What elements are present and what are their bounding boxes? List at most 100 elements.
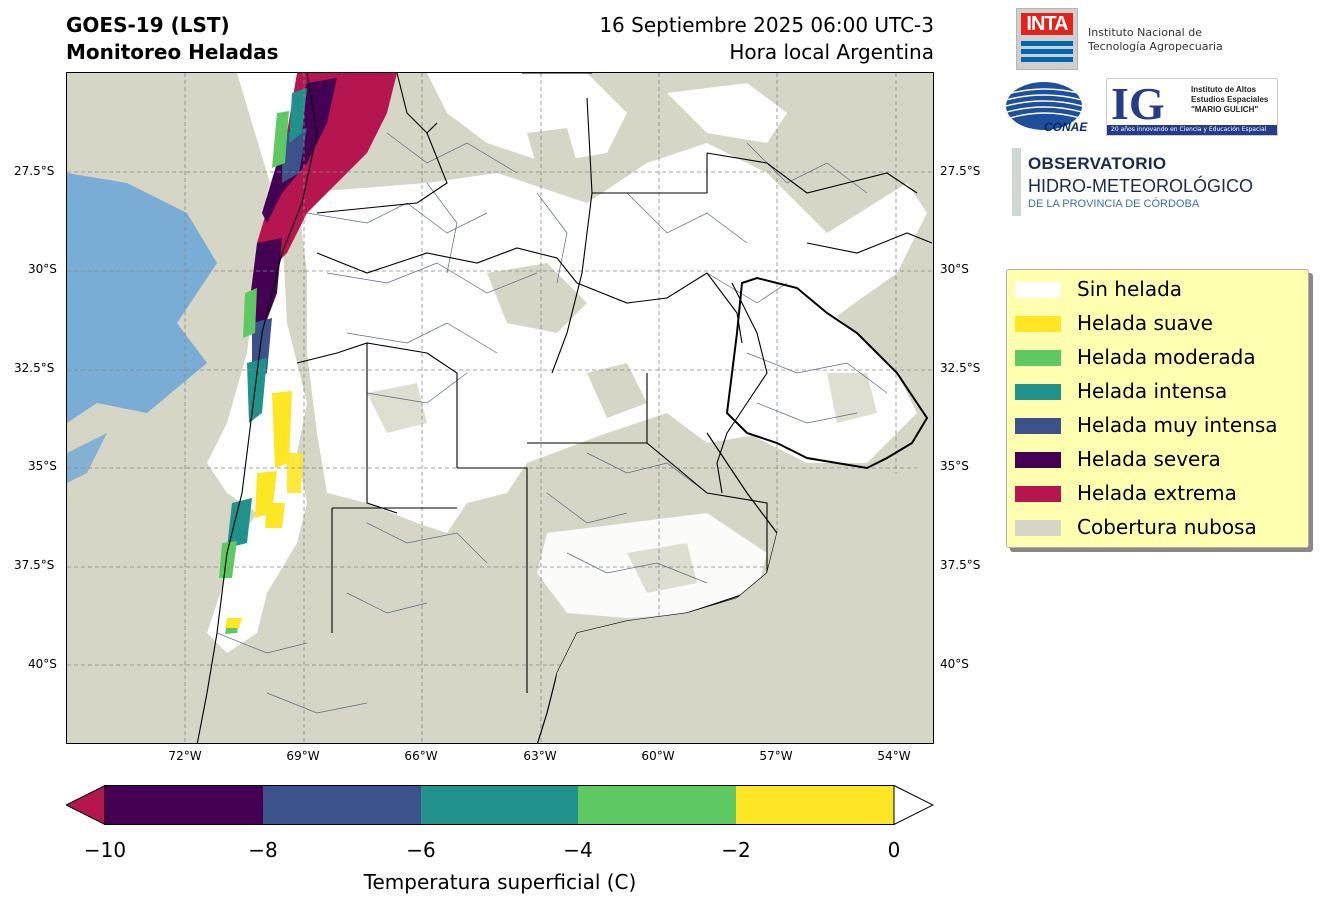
map-legend: Sin helada Helada suave Helada moderada …	[1006, 269, 1309, 548]
frost-mild-4	[265, 503, 285, 528]
colorbar-label: Temperatura superficial (C)	[363, 870, 637, 894]
title-left: GOES-19 (LST) Monitoreo Heladas	[66, 12, 279, 66]
lat-label-right-3: 35°S	[940, 459, 969, 473]
legend-item: Helada extrema	[1015, 480, 1305, 506]
colorbar-over-arrow	[893, 785, 934, 825]
colorbar-tick: −2	[721, 838, 751, 862]
lat-label-right-4: 37.5°S	[940, 558, 981, 572]
colorbar-tick: 0	[887, 838, 901, 862]
ig-logo-text: Instituto de Altos Estudios Espaciales "…	[1191, 85, 1268, 115]
conae-label: CONAE	[1044, 120, 1088, 134]
lon-label-1: 69°W	[286, 749, 320, 763]
lon-label-5: 57°W	[759, 749, 793, 763]
cloud-patch-2	[587, 363, 647, 418]
legend-item: Cobertura nubosa	[1015, 514, 1305, 540]
legend-label: Helada suave	[1077, 311, 1213, 335]
legend-label: Helada moderada	[1077, 345, 1256, 369]
title-right: 16 Septiembre 2025 06:00 UTC-3 Hora loca…	[599, 12, 934, 66]
lat-label-right-5: 40°S	[940, 657, 969, 671]
legend-label: Cobertura nubosa	[1077, 515, 1257, 539]
ig-text-line-2: Estudios Espaciales	[1191, 95, 1269, 104]
legend-swatch	[1015, 316, 1061, 332]
observatorio-bar	[1012, 148, 1021, 216]
lon-label-2: 66°W	[404, 749, 438, 763]
inta-caption: Instituto Nacional de Tecnología Agropec…	[1088, 26, 1223, 54]
inta-stripe-2	[1021, 49, 1073, 54]
lon-label-4: 60°W	[641, 749, 675, 763]
colorbar-tick: −4	[563, 838, 593, 862]
frost-mild-5	[225, 618, 242, 628]
province-borders	[196, 73, 933, 743]
observatorio-province: DE LA PROVINCIA DE CÓRDOBA	[1028, 198, 1200, 210]
clear-central	[297, 143, 927, 533]
ig-logo-bar: 20 años innovando en Ciencia y Educación…	[1107, 125, 1277, 135]
pacific-water-2	[67, 433, 107, 483]
colorbar-segment	[736, 785, 894, 825]
legend-label: Helada severa	[1077, 447, 1221, 471]
clear-northeast	[667, 83, 787, 143]
cloud-patch-1	[487, 263, 587, 333]
legend-swatch	[1015, 486, 1061, 502]
map-panel	[66, 72, 934, 744]
legend-item: Helada moderada	[1015, 344, 1305, 370]
inta-stripe-3	[1021, 57, 1073, 62]
legend-swatch	[1015, 384, 1061, 400]
lat-label-left-2: 32.5°S	[14, 361, 55, 375]
uruguay-border	[725, 276, 929, 470]
legend-label: Helada muy intensa	[1077, 413, 1278, 437]
observatorio-subtitle: HIDRO-METEOROLÓGICO	[1028, 176, 1254, 196]
inta-caption-line-2: Tecnología Agropecuaria	[1088, 40, 1223, 53]
cloud-patch-5	[827, 373, 877, 423]
colorbar-tick: −8	[248, 838, 278, 862]
ig-text-line-3: "MARIO GULICH"	[1191, 105, 1259, 114]
legend-item: Sin helada	[1015, 276, 1305, 302]
legend-swatch	[1015, 418, 1061, 434]
colorbar-tick: −6	[406, 838, 436, 862]
legend-swatch	[1015, 452, 1061, 468]
frost-moderate-2	[243, 288, 257, 338]
legend-item: Helada intensa	[1015, 378, 1305, 404]
lat-label-right-0: 27.5°S	[940, 164, 981, 178]
title-local-time: Hora local Argentina	[729, 40, 934, 64]
legend-label: Helada intensa	[1077, 379, 1228, 403]
colorbar-segment	[105, 785, 263, 825]
lat-label-right-2: 32.5°S	[940, 361, 981, 375]
observatorio-title: OBSERVATORIO	[1028, 154, 1167, 173]
clear-east	[727, 293, 917, 463]
lat-label-left-0: 27.5°S	[14, 164, 55, 178]
lon-label-3: 63°W	[523, 749, 557, 763]
lat-label-left-4: 37.5°S	[14, 558, 55, 572]
frost-mild-3	[287, 453, 303, 493]
ig-text-line-1: Instituto de Altos	[1191, 85, 1257, 94]
colorbar-segment	[421, 785, 578, 825]
cloud-patch-4	[527, 128, 577, 168]
title-product: Monitoreo Heladas	[66, 40, 279, 64]
colorbar-outline	[104, 785, 895, 825]
cloud-patch-6	[627, 543, 697, 593]
ig-logo: IG Instituto de Altos Estudios Espaciale…	[1106, 78, 1278, 136]
conae-logo	[1005, 82, 1083, 130]
legend-swatch	[1015, 282, 1061, 298]
colorbar	[66, 785, 934, 825]
colorbar-under-arrow	[66, 785, 106, 825]
frost-very-intense	[282, 128, 307, 183]
colorbar-tick: −10	[83, 838, 127, 862]
frost-moderate	[272, 111, 289, 168]
lat-label-left-3: 35°S	[28, 459, 57, 473]
department-boundaries	[216, 132, 888, 714]
logos-panel: INTA Instituto Nacional de Tecnología Ag…	[1004, 4, 1304, 224]
frost-intense-2	[247, 358, 267, 423]
clear-north	[427, 73, 627, 163]
lat-label-right-1: 30°S	[940, 262, 969, 276]
title-satellite: GOES-19 (LST)	[66, 13, 230, 37]
pacific-water	[67, 173, 217, 423]
legend-item: Helada suave	[1015, 310, 1305, 336]
legend-swatch	[1015, 350, 1061, 366]
inta-logo-text: INTA	[1021, 13, 1073, 35]
legend-label: Sin helada	[1077, 277, 1183, 301]
inta-stripe-1	[1021, 41, 1073, 46]
map-canvas	[67, 73, 933, 743]
ig-logo-letters: IG	[1111, 78, 1165, 129]
lon-label-6: 54°W	[877, 749, 911, 763]
frost-intense	[289, 88, 307, 143]
